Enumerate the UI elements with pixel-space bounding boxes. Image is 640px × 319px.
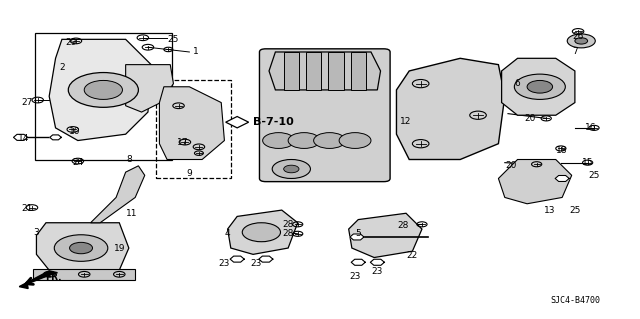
Polygon shape <box>502 58 575 115</box>
Text: SJC4-B4700: SJC4-B4700 <box>550 296 600 305</box>
Text: 25: 25 <box>569 206 580 215</box>
Circle shape <box>575 38 588 44</box>
Text: 11: 11 <box>126 209 138 218</box>
Polygon shape <box>259 256 273 262</box>
Bar <box>156 80 232 178</box>
Bar <box>306 52 321 90</box>
Circle shape <box>262 133 294 148</box>
Text: 26: 26 <box>572 32 584 41</box>
Text: 23: 23 <box>251 259 262 268</box>
Circle shape <box>70 242 93 254</box>
Circle shape <box>84 80 122 100</box>
Polygon shape <box>49 39 151 141</box>
Circle shape <box>284 165 299 173</box>
Text: 10: 10 <box>69 127 81 136</box>
Text: 1: 1 <box>193 48 198 56</box>
Polygon shape <box>351 259 365 265</box>
Bar <box>35 33 172 160</box>
Circle shape <box>339 133 371 148</box>
Polygon shape <box>13 134 28 140</box>
Text: 18: 18 <box>556 145 568 154</box>
Text: 22: 22 <box>407 251 418 260</box>
Text: 23: 23 <box>219 259 230 268</box>
Polygon shape <box>91 166 145 223</box>
Circle shape <box>567 34 595 48</box>
Text: 28: 28 <box>397 221 408 230</box>
Circle shape <box>288 133 320 148</box>
Circle shape <box>314 133 346 148</box>
Text: 25: 25 <box>168 35 179 44</box>
Polygon shape <box>19 271 58 288</box>
Text: 23: 23 <box>349 272 361 281</box>
Circle shape <box>527 80 552 93</box>
Text: 4: 4 <box>225 229 230 238</box>
Polygon shape <box>269 52 381 90</box>
Polygon shape <box>36 223 129 270</box>
Text: 24: 24 <box>72 158 83 167</box>
Polygon shape <box>499 160 572 204</box>
Text: 27: 27 <box>21 98 33 107</box>
Polygon shape <box>371 259 385 265</box>
Polygon shape <box>226 116 248 128</box>
Polygon shape <box>125 65 173 112</box>
Text: 8: 8 <box>126 155 132 164</box>
Polygon shape <box>228 210 298 254</box>
Text: 29: 29 <box>66 38 77 47</box>
Bar <box>351 52 366 90</box>
Text: 28: 28 <box>282 220 294 229</box>
Polygon shape <box>50 135 61 140</box>
Text: 5: 5 <box>355 229 361 238</box>
Polygon shape <box>396 58 505 160</box>
Text: 12: 12 <box>401 117 412 126</box>
Text: 20: 20 <box>525 114 536 123</box>
Text: 3: 3 <box>33 228 39 237</box>
Text: 6: 6 <box>515 79 520 88</box>
Text: 14: 14 <box>18 134 29 144</box>
Polygon shape <box>349 213 422 257</box>
Polygon shape <box>159 87 225 160</box>
Text: 9: 9 <box>186 169 192 178</box>
Text: 21: 21 <box>21 204 33 213</box>
Circle shape <box>515 74 565 100</box>
Bar <box>33 269 135 280</box>
Text: 15: 15 <box>582 158 593 167</box>
Circle shape <box>68 72 138 107</box>
Text: 23: 23 <box>372 267 383 276</box>
Bar <box>328 52 344 90</box>
Text: B-7-10: B-7-10 <box>253 117 294 127</box>
Text: 17: 17 <box>177 137 189 147</box>
Polygon shape <box>555 175 569 182</box>
Bar <box>284 52 299 90</box>
Text: 25: 25 <box>588 171 600 180</box>
Text: 7: 7 <box>572 48 578 56</box>
Polygon shape <box>350 234 364 240</box>
Text: FR.: FR. <box>45 273 61 282</box>
Polygon shape <box>230 256 244 262</box>
Text: 28: 28 <box>282 229 294 238</box>
Text: 13: 13 <box>543 206 555 215</box>
Text: 2: 2 <box>59 63 65 72</box>
Circle shape <box>243 223 280 242</box>
Circle shape <box>54 235 108 261</box>
Circle shape <box>272 160 310 178</box>
Text: 16: 16 <box>585 123 596 132</box>
Text: 19: 19 <box>113 243 125 253</box>
Text: 20: 20 <box>506 161 517 170</box>
FancyBboxPatch shape <box>259 49 390 182</box>
